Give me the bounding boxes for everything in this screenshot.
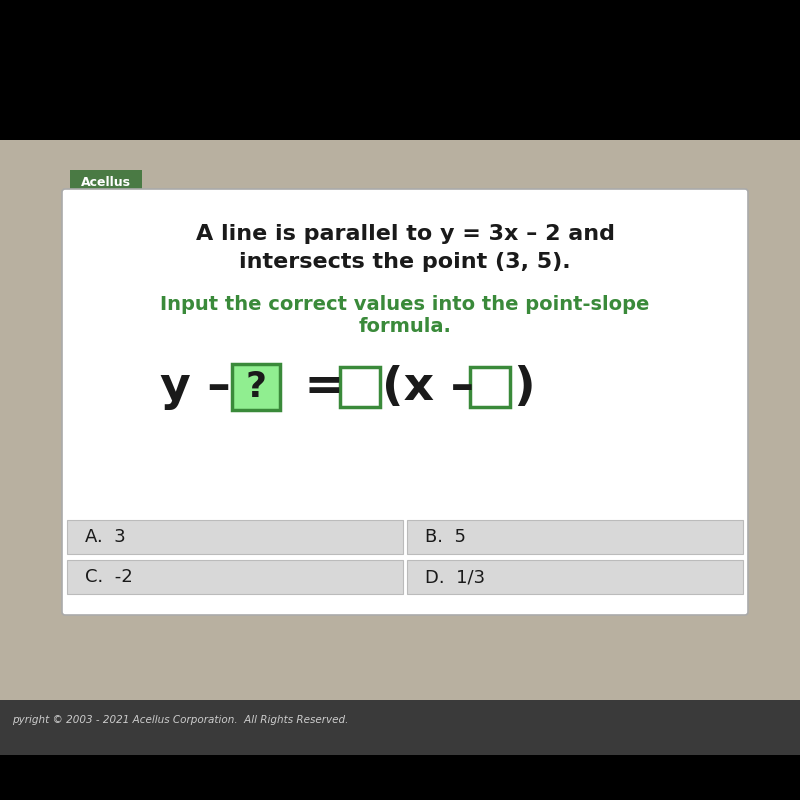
Bar <box>407 520 743 554</box>
Bar <box>70 170 142 194</box>
Bar <box>67 560 403 594</box>
Text: (x –: (x – <box>382 365 490 410</box>
Text: intersects the point (3, 5).: intersects the point (3, 5). <box>239 252 571 272</box>
Text: formula.: formula. <box>358 318 451 337</box>
Text: D.  1/3: D. 1/3 <box>425 568 485 586</box>
Text: ?: ? <box>246 370 266 404</box>
Text: Input the correct values into the point-slope: Input the correct values into the point-… <box>160 294 650 314</box>
Text: C.  -2: C. -2 <box>85 568 133 586</box>
Bar <box>67 520 403 554</box>
Text: A.  3: A. 3 <box>85 528 126 546</box>
Bar <box>0 0 800 140</box>
FancyBboxPatch shape <box>62 189 748 615</box>
Text: B.  5: B. 5 <box>425 528 466 546</box>
Bar <box>470 367 510 407</box>
Bar <box>340 367 380 407</box>
Text: pyright © 2003 - 2021 Acellus Corporation.  All Rights Reserved.: pyright © 2003 - 2021 Acellus Corporatio… <box>12 715 348 725</box>
Text: ): ) <box>513 365 534 410</box>
Text: =: = <box>288 365 361 410</box>
Text: Acellus: Acellus <box>81 175 131 189</box>
Bar <box>407 560 743 594</box>
Bar <box>0 700 800 755</box>
Text: A line is parallel to y = 3x – 2 and: A line is parallel to y = 3x – 2 and <box>195 224 614 244</box>
Bar <box>232 364 280 410</box>
Text: y –: y – <box>160 365 247 410</box>
